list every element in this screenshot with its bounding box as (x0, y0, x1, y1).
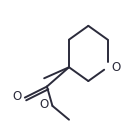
Text: O: O (111, 61, 121, 74)
Text: O: O (39, 98, 48, 111)
Text: O: O (12, 90, 21, 103)
